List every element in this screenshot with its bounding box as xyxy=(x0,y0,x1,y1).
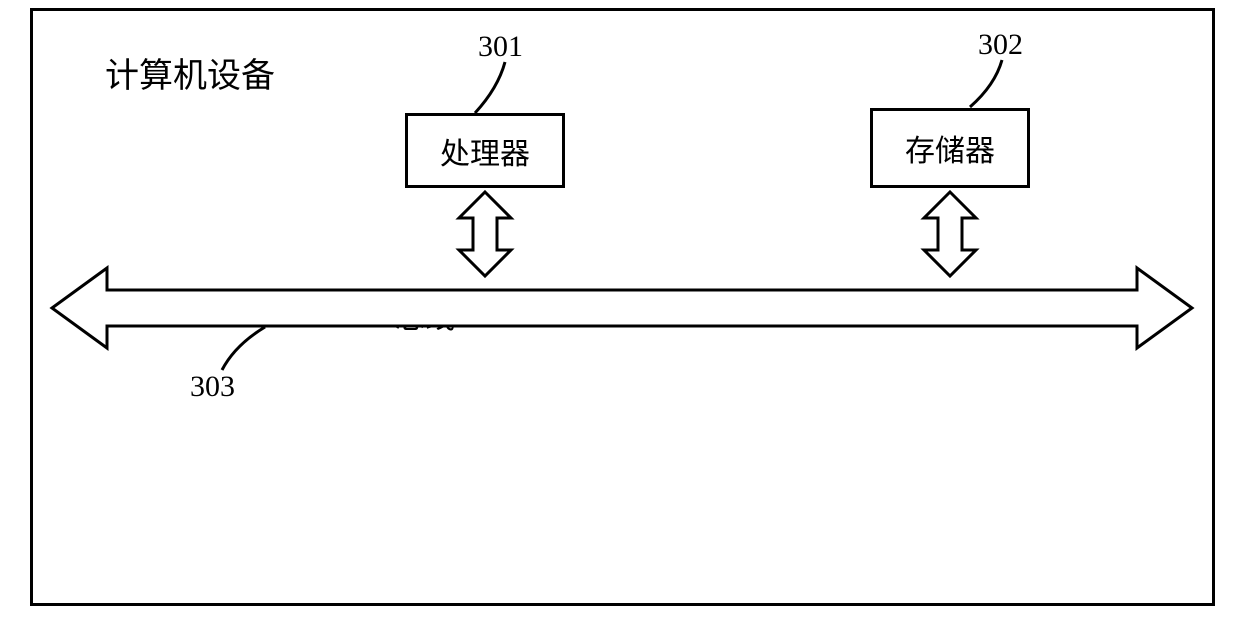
outer-frame xyxy=(30,8,1215,606)
memory-ref-number: 302 xyxy=(978,28,1023,62)
processor-box: 处理器 xyxy=(405,113,565,188)
memory-box: 存储器 xyxy=(870,108,1030,188)
diagram-canvas: 计算机设备 处理器 存储器 301 302 303 总线 xyxy=(0,0,1239,626)
processor-ref-number: 301 xyxy=(478,30,523,64)
memory-label: 存储器 xyxy=(905,126,995,170)
bus-ref-number: 303 xyxy=(190,370,235,404)
diagram-title: 计算机设备 xyxy=(105,48,275,97)
bus-label: 总线 xyxy=(395,293,455,337)
processor-label: 处理器 xyxy=(440,129,530,173)
